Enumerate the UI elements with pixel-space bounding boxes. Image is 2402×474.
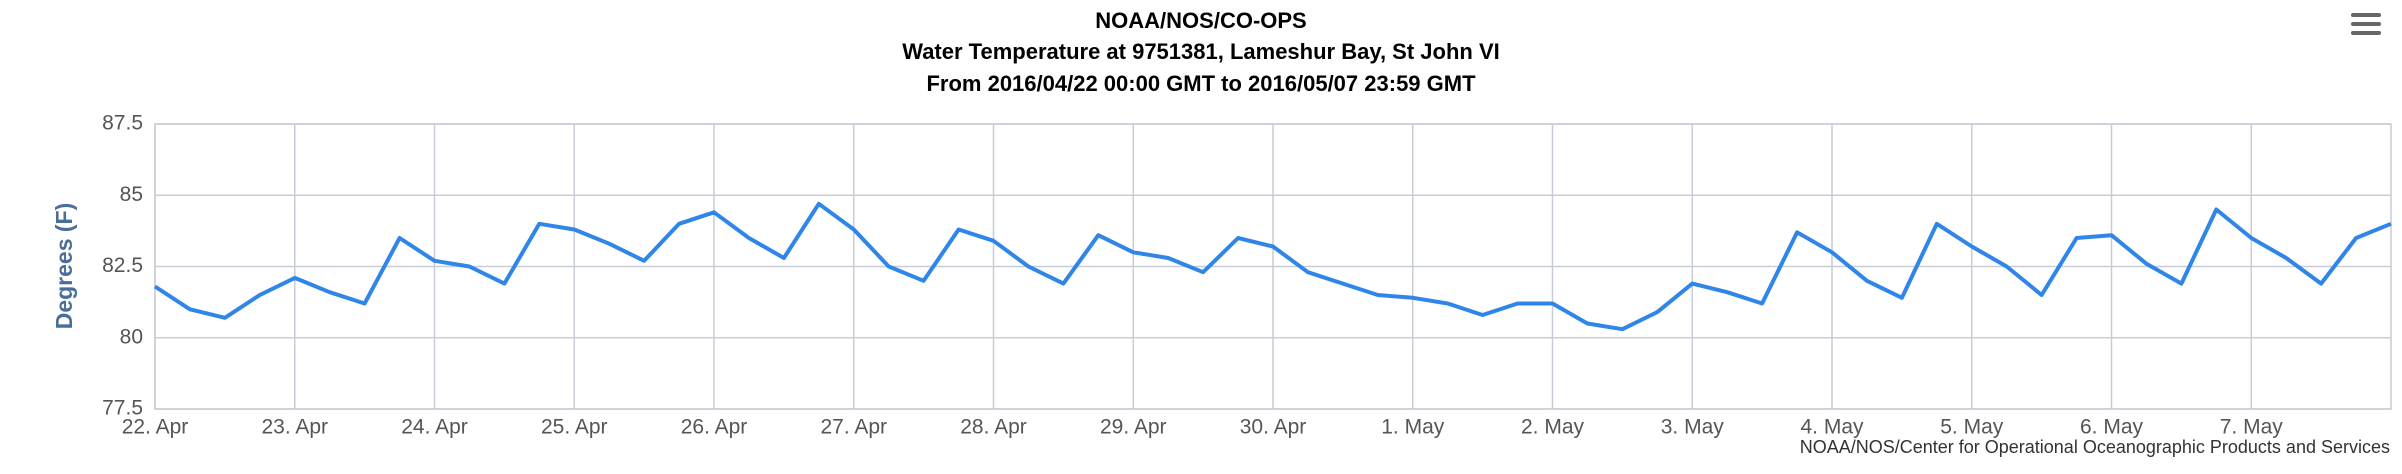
y-tick-label: 85	[120, 183, 143, 206]
plot-border	[154, 123, 2392, 410]
y-tick-label: 82.5	[102, 254, 143, 277]
credits: NOAA/NOS/Center for Operational Oceanogr…	[1800, 437, 2390, 457]
x-tick-label: 2. May	[1521, 416, 1585, 439]
y-tick-label: 80	[120, 325, 143, 348]
x-tick-label: 4. May	[1800, 416, 1864, 439]
x-tick-label: 1. May	[1381, 416, 1445, 439]
x-tick-label: 28. Apr	[960, 416, 1027, 439]
x-tick-label: 3. May	[1661, 416, 1725, 439]
x-tick-label: 24. Apr	[401, 416, 468, 439]
x-tick-label: 27. Apr	[820, 416, 887, 439]
x-tick-label: 5. May	[1940, 416, 2004, 439]
x-tick-label: 6. May	[2080, 416, 2144, 439]
x-tick-label: 22. Apr	[122, 416, 189, 439]
y-tick-label: 87.5	[102, 112, 143, 135]
y-tick-label: 77.5	[102, 397, 143, 420]
menu-button[interactable]	[2348, 10, 2384, 40]
x-tick-label: 23. Apr	[261, 416, 328, 439]
chart-title: NOAA/NOS/CO-OPS	[1095, 8, 1306, 33]
x-tick-label: 25. Apr	[541, 416, 608, 439]
y-axis-label: Degrees (F)	[51, 203, 77, 330]
data-line	[153, 201, 2392, 332]
x-tick-label: 26. Apr	[681, 416, 748, 439]
chart-subtitle: From 2016/04/22 00:00 GMT to 2016/05/07 …	[926, 71, 1476, 96]
x-tick-label: 30. Apr	[1240, 416, 1307, 439]
x-tick-label: 7. May	[2220, 416, 2284, 439]
chart-subtitle: Water Temperature at 9751381, Lameshur B…	[902, 39, 1499, 64]
x-tick-label: 29. Apr	[1100, 416, 1167, 439]
